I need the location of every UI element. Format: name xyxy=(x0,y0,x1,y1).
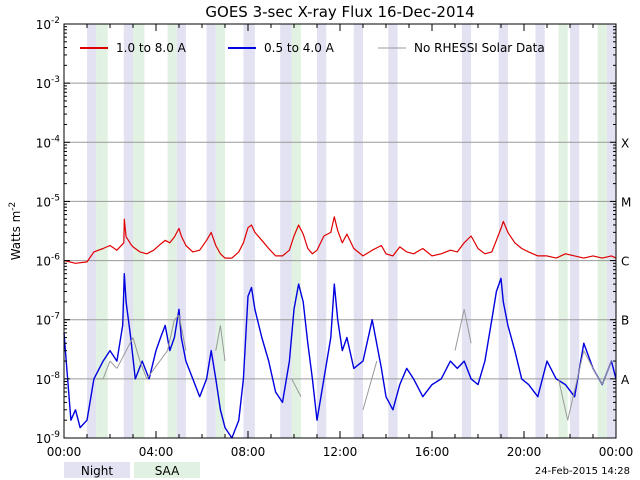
gray-segment xyxy=(291,378,302,397)
y-axis-ticks: 10-9 10-8 10-7 10-6 10-5 10-4 10-3 10-2 xyxy=(36,16,616,446)
flare-class-X: X xyxy=(621,136,629,150)
legend-label: 0.5 to 4.0 A xyxy=(264,41,335,55)
gray-segment xyxy=(567,350,585,421)
series-line-1-8a xyxy=(63,216,617,264)
night-band xyxy=(353,24,363,438)
x-tick-label: 00:00 xyxy=(599,445,634,459)
y-tick-label: 10-5 xyxy=(36,193,60,209)
night-saa-bands xyxy=(87,24,616,438)
night-band xyxy=(280,24,292,438)
night-band xyxy=(570,24,580,438)
y-tick-label: 10-8 xyxy=(36,371,61,387)
flare-class-B: B xyxy=(621,314,629,328)
y-tick-label: 10-9 xyxy=(36,430,61,446)
saa-band xyxy=(133,24,145,438)
series-line-0.5-4a xyxy=(63,273,617,439)
night-band xyxy=(535,24,545,438)
saa-band xyxy=(167,24,177,438)
gray-segment xyxy=(219,325,226,362)
night-band xyxy=(317,24,327,438)
gray-segment xyxy=(583,350,594,369)
gray-segment xyxy=(601,360,612,385)
band-legend-label: Night xyxy=(81,464,114,478)
y-tick-label: 10-2 xyxy=(36,16,60,32)
gray-segment xyxy=(167,319,175,351)
flux-series xyxy=(63,216,617,439)
x-tick-label: 08:00 xyxy=(231,445,266,459)
flare-class-A: A xyxy=(621,373,630,387)
night-band xyxy=(461,24,472,438)
band-legend-swatch xyxy=(134,462,200,478)
flare-class-M: M xyxy=(621,195,631,209)
saa-band xyxy=(597,24,607,438)
gray-segment xyxy=(174,314,180,321)
night-band xyxy=(87,24,97,438)
gray-segment xyxy=(132,337,141,362)
plot-frame xyxy=(63,23,617,439)
chart-title: GOES 3-sec X-ray Flux 16-Dec-2014 xyxy=(205,3,474,21)
legend: 1.0 to 8.0 A 0.5 to 4.0 A No RHESSI Solar … xyxy=(80,41,545,55)
night-band xyxy=(176,24,186,438)
y-axis-label: Watts m-2 xyxy=(8,202,23,261)
night-band xyxy=(206,24,216,438)
gray-segment xyxy=(102,360,111,380)
y-tick-label: 10-6 xyxy=(36,253,61,269)
gray-segment xyxy=(454,309,465,351)
band-legend-swatch xyxy=(64,462,130,478)
saa-band xyxy=(96,24,108,438)
y-tick-label: 10-3 xyxy=(36,75,60,91)
gray-segment xyxy=(592,368,603,385)
flare-class-C: C xyxy=(621,255,629,269)
grid-lines xyxy=(64,82,616,380)
gray-segment xyxy=(215,325,221,351)
gray-segment xyxy=(146,350,168,380)
y-tick-label: 10-7 xyxy=(36,312,60,328)
x-tick-label: 12:00 xyxy=(323,445,358,459)
y-tick-label: 10-4 xyxy=(36,134,61,150)
night-band xyxy=(498,24,508,438)
night-band xyxy=(123,24,133,438)
x-tick-label: 20:00 xyxy=(507,445,542,459)
band-legend: Night SAA xyxy=(64,462,200,478)
gray-segment xyxy=(139,360,148,380)
x-axis-ticks: 00:00 04:00 08:00 12:00 16:00 20:00 00:00 xyxy=(47,24,634,459)
saa-band xyxy=(215,24,225,438)
gray-segment xyxy=(463,309,472,344)
saa-band xyxy=(558,24,568,438)
flare-class-labels: A B C M X xyxy=(621,136,631,387)
gray-segment xyxy=(109,360,118,369)
legend-label: 1.0 to 8.0 A xyxy=(116,41,187,55)
gray-segment xyxy=(178,314,187,351)
night-band xyxy=(388,24,398,438)
band-legend-label: SAA xyxy=(155,464,180,478)
timestamp: 24-Feb-2015 14:28 xyxy=(535,466,630,477)
x-tick-label: 04:00 xyxy=(139,445,174,459)
gray-segment xyxy=(558,378,569,421)
x-tick-label: 00:00 xyxy=(47,445,82,459)
legend-label: No RHESSI Solar Data xyxy=(414,41,545,55)
x-tick-label: 16:00 xyxy=(415,445,450,459)
night-band xyxy=(606,24,616,438)
night-band xyxy=(243,24,255,438)
gray-segment xyxy=(116,337,134,369)
series-line-no-rhessi xyxy=(96,309,612,421)
gray-segment xyxy=(362,360,378,410)
